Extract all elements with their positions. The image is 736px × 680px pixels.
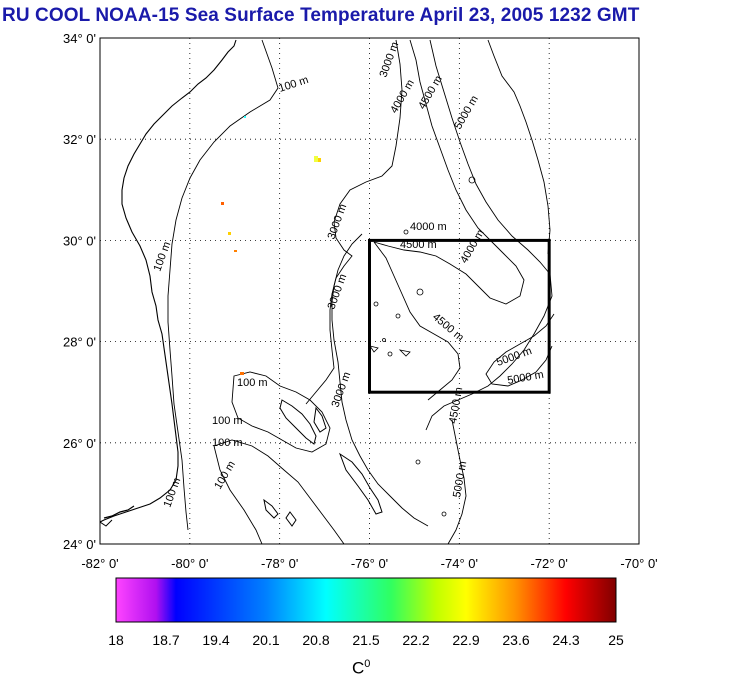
contour-bahamas-bank xyxy=(231,371,331,453)
contour-3000m xyxy=(305,39,403,405)
island-small-cays xyxy=(263,498,297,527)
colorbar-tick-label: 24.3 xyxy=(552,632,580,648)
contour-4000m xyxy=(373,39,525,305)
colorbar xyxy=(115,577,617,623)
latitude-label: 32° 0' xyxy=(63,132,96,147)
latitude-labels: 34° 0' 32° 0' 30° 0' 28° 0' 26° 0' 24° 0' xyxy=(63,31,96,552)
florida-keys xyxy=(103,505,135,519)
coastline-gulf xyxy=(100,519,113,527)
colorbar-tick-label: 25 xyxy=(608,632,624,648)
bathymetry-label: 100 m xyxy=(212,415,243,427)
colorbar-tick-label: 23.6 xyxy=(502,632,530,648)
longitude-label: -82° 0' xyxy=(81,556,118,571)
latitude-label: 30° 0' xyxy=(63,233,96,248)
contour-3000m-shelf-edge xyxy=(331,233,429,527)
longitude-label: -76° 0' xyxy=(351,556,388,571)
contour-5000m xyxy=(487,39,551,255)
colorbar-tick-label: 19.4 xyxy=(202,632,230,648)
colorbar-tick-label: 18 xyxy=(108,632,124,648)
bathymetry-label: 100 m xyxy=(212,437,243,449)
contour-fragments xyxy=(369,176,476,517)
island-andros xyxy=(279,399,317,445)
island-eleuthera xyxy=(338,452,383,515)
colorbar-tick-label: 20.1 xyxy=(252,632,280,648)
latitude-label: 28° 0' xyxy=(63,335,96,350)
study-area-box xyxy=(368,238,551,394)
contour-100m-shelf xyxy=(167,39,279,531)
colorbar-unit: C0 xyxy=(352,658,371,678)
colorbar-tick-label: 18.7 xyxy=(152,632,180,648)
colorbar-tick-label: 22.9 xyxy=(452,632,480,648)
island-abaco xyxy=(313,406,327,433)
colorbar-tick-label: 20.8 xyxy=(302,632,330,648)
bathymetry-label: 4000 m xyxy=(410,221,447,233)
longitude-label: -72° 0' xyxy=(531,556,568,571)
bathymetry-label: 4500 m xyxy=(400,239,437,251)
longitude-label: -78° 0' xyxy=(261,556,298,571)
contour-5000m-east xyxy=(447,313,555,544)
longitude-label: -70° 0' xyxy=(620,556,657,571)
contour-bahamas-bank-south xyxy=(213,439,345,544)
colorbar-tick-label: 22.2 xyxy=(402,632,430,648)
bathymetry-label: 100 m xyxy=(237,377,268,389)
map-title: RU COOL NOAA-15 Sea Surface Temperature … xyxy=(2,5,640,26)
latitude-label: 26° 0' xyxy=(63,436,96,451)
colorbar-tick-label: 21.5 xyxy=(352,632,380,648)
longitude-label: -80° 0' xyxy=(171,556,208,571)
longitude-label: -74° 0' xyxy=(441,556,478,571)
longitude-labels: -82° 0' -80° 0' -78° 0' -76° 0' -74° 0' -72° … xyxy=(81,556,657,571)
coastline-mainland xyxy=(100,39,237,523)
latitude-label: 34° 0' xyxy=(63,31,96,46)
latitude-label: 24° 0' xyxy=(63,537,96,552)
sst-patches xyxy=(221,116,321,375)
